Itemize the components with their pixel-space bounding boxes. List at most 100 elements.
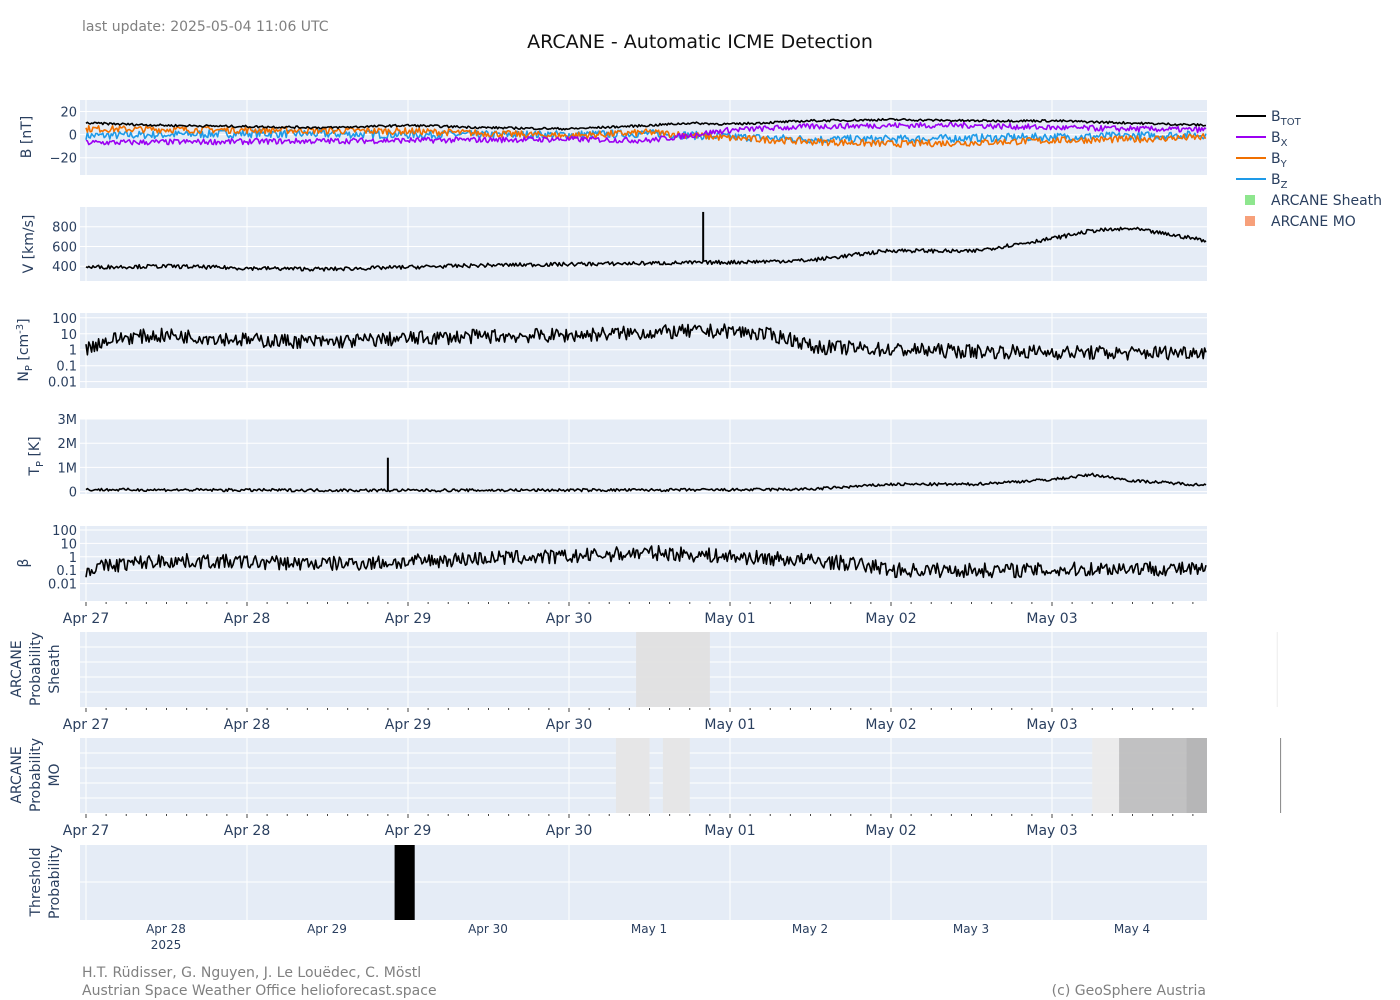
x-tick-label: May 01 xyxy=(704,717,755,733)
x-tick-label: Apr 27 xyxy=(63,717,109,733)
legend-label: BY xyxy=(1271,151,1288,170)
y-axis-title-tp: TP [K] xyxy=(27,436,46,476)
legend-item-bx[interactable]: BX xyxy=(1236,130,1288,149)
probability-band xyxy=(1092,738,1120,813)
x-tick-label: Apr 29 xyxy=(385,823,431,839)
x-tick-label: May 03 xyxy=(1026,717,1077,733)
chart-title: ARCANE - Automatic ICME Detection xyxy=(527,31,873,53)
legend-item-bz[interactable]: BZ xyxy=(1236,172,1288,191)
y-tick-label: 2M xyxy=(58,437,78,452)
series-line-density xyxy=(85,323,1207,361)
legend-label: ARCANE MO xyxy=(1271,214,1356,230)
footer-copyright: (c) GeoSphere Austria xyxy=(1051,983,1206,999)
series-line-beta xyxy=(85,544,1207,579)
y-axis-title-sheath-line: ARCANE xyxy=(9,640,25,697)
y-tick-label: 1 xyxy=(69,344,77,359)
y-axis-title-np: NP [cm-3] xyxy=(15,318,35,381)
x-tick-label: Apr 28 xyxy=(224,611,270,627)
y-axis-title-mo-line: Probability xyxy=(28,738,44,812)
legend-item-sheath[interactable]: ARCANE Sheath xyxy=(1245,193,1382,209)
y-axis-title-threshold-line: Probability xyxy=(47,845,63,919)
x-tick-label: Apr 29 xyxy=(385,611,431,627)
y-tick-label: 100 xyxy=(52,524,77,539)
x-tick-label: Apr 28 xyxy=(224,823,270,839)
x-tick-label: May 02 xyxy=(865,823,916,839)
footer-authors: H.T. Rüdisser, G. Nguyen, J. Le Louëdec,… xyxy=(82,965,422,981)
y-axis-title-sheath-line: Probability xyxy=(28,632,44,706)
probability-band xyxy=(1280,738,1282,813)
x-tick-label: May 02 xyxy=(865,611,916,627)
x-tick-label: Apr 27 xyxy=(63,611,109,627)
y-tick-label: −20 xyxy=(50,152,77,167)
legend: BTOT BX BY BZ ARCANE Sheath ARCANE MO xyxy=(1236,109,1382,230)
x-tick-label: Apr 30 xyxy=(546,717,592,733)
probability-band xyxy=(394,845,415,920)
y-axis-title-b: B [nT] xyxy=(19,116,35,158)
legend-label: BTOT xyxy=(1271,109,1302,128)
x-tick-label-bottom: May 3 xyxy=(953,922,989,936)
probability-band xyxy=(1276,632,1278,707)
y-tick-label: 800 xyxy=(52,221,77,236)
y-tick-label: 0 xyxy=(69,129,77,144)
y-tick-label: 1 xyxy=(69,551,77,566)
y-axis-title-sheath-line: Sheath xyxy=(47,644,63,693)
probability-band xyxy=(615,738,650,813)
x-tick-label-bottom: Apr 28 xyxy=(146,922,186,936)
probability-band xyxy=(1186,738,1207,813)
y-axis-title-threshold-line: Threshold xyxy=(28,848,44,918)
y-tick-label: 600 xyxy=(52,240,77,255)
x-tick-label: Apr 28 xyxy=(224,717,270,733)
x-year-label: 2025 xyxy=(151,938,182,952)
y-tick-label: 10 xyxy=(60,328,77,343)
x-tick-label: Apr 27 xyxy=(63,823,109,839)
y-axis-title-mo-line: MO xyxy=(47,763,63,786)
x-tick-label: Apr 29 xyxy=(385,717,431,733)
y-axis-title-beta: β xyxy=(16,559,32,568)
legend-item-mo[interactable]: ARCANE MO xyxy=(1245,214,1356,230)
probability-band xyxy=(1119,738,1187,813)
legend-swatch xyxy=(1245,195,1255,205)
series-line-by xyxy=(85,125,1206,148)
legend-item-btot[interactable]: BTOT xyxy=(1236,109,1302,128)
probability-band xyxy=(662,738,690,813)
y-tick-label: 0.1 xyxy=(56,564,77,579)
footer-office: Austrian Space Weather Office helioforec… xyxy=(82,983,437,999)
series-line-velocity xyxy=(85,226,1207,272)
series-line-btot xyxy=(85,117,1207,131)
probability-band xyxy=(636,632,710,707)
y-tick-label: 0.01 xyxy=(48,578,77,593)
x-tick-label: May 03 xyxy=(1026,823,1077,839)
y-axis-title-mo-line: ARCANE xyxy=(9,746,25,803)
x-tick-label-bottom: Apr 30 xyxy=(468,922,508,936)
series-line-bx xyxy=(85,121,1207,146)
series-line-bz xyxy=(85,128,1207,144)
panel-2-background xyxy=(80,207,1207,281)
y-tick-label: 20 xyxy=(60,106,77,121)
legend-label: ARCANE Sheath xyxy=(1271,193,1382,209)
y-tick-label: 10 xyxy=(60,537,77,552)
y-tick-label: 400 xyxy=(52,260,77,275)
series-line-temperature xyxy=(85,472,1207,493)
y-tick-label: 100 xyxy=(52,312,77,327)
legend-swatch xyxy=(1245,216,1255,226)
y-axis-title-v: V [km/s] xyxy=(21,215,37,274)
x-tick-label-bottom: May 2 xyxy=(792,922,828,936)
y-tick-label: 3M xyxy=(58,413,78,428)
x-tick-label: May 01 xyxy=(704,823,755,839)
x-tick-label-bottom: Apr 29 xyxy=(307,922,347,936)
legend-label: BZ xyxy=(1271,172,1288,191)
x-tick-label: May 03 xyxy=(1026,611,1077,627)
x-tick-label-bottom: May 4 xyxy=(1114,922,1150,936)
x-tick-label: May 01 xyxy=(704,611,755,627)
y-tick-label: 0 xyxy=(69,486,77,501)
legend-item-by[interactable]: BY xyxy=(1236,151,1288,170)
x-tick-label: May 02 xyxy=(865,717,916,733)
panel-4-background xyxy=(80,419,1207,494)
y-tick-label: 0.01 xyxy=(48,376,77,391)
x-tick-label: Apr 30 xyxy=(546,611,592,627)
legend-label: BX xyxy=(1271,130,1288,149)
x-tick-label: Apr 30 xyxy=(546,823,592,839)
panel-5-background xyxy=(80,526,1207,601)
